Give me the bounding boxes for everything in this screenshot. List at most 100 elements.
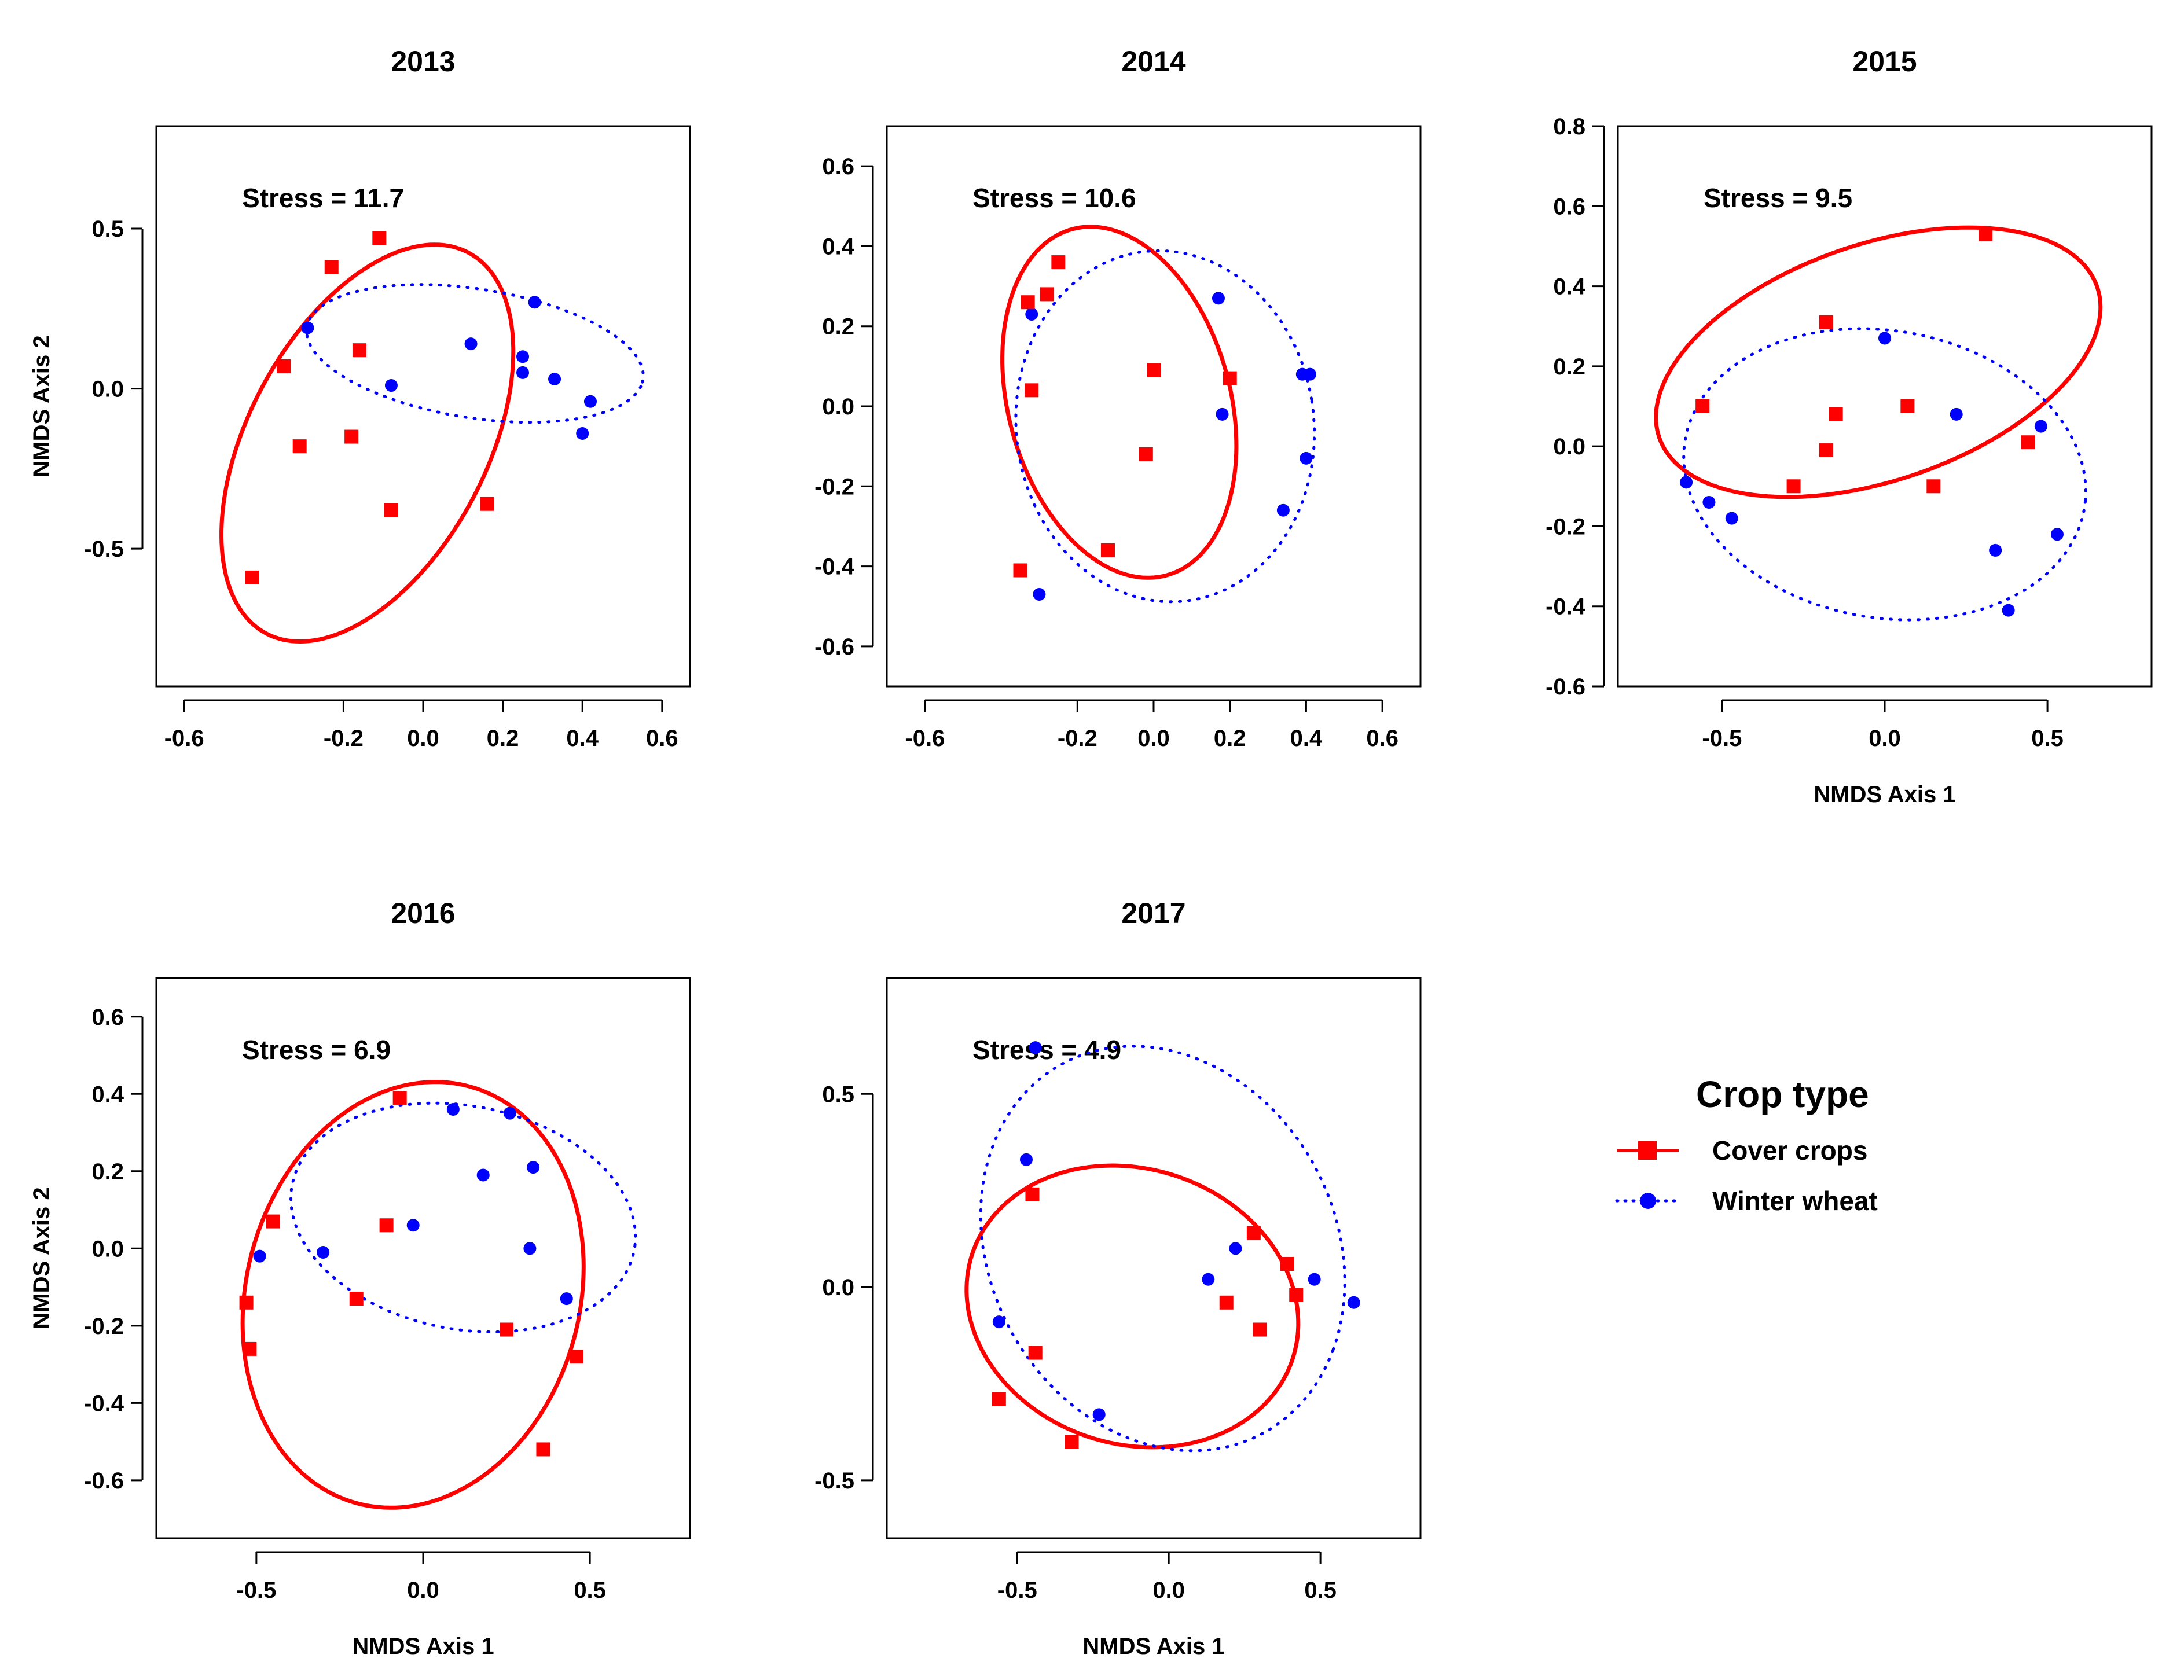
x-tick-label: -0.5 — [997, 1578, 1037, 1603]
x-tick-label: -0.6 — [905, 726, 945, 751]
y-tick-label: -0.2 — [1546, 514, 1585, 539]
x-tick-label: -0.6 — [164, 726, 204, 751]
point-winter-wheat — [1033, 587, 1046, 601]
y-tick-label: 0.4 — [822, 234, 854, 259]
ellipse-cover-crops — [219, 242, 516, 644]
point-cover-crops — [1147, 363, 1161, 377]
point-winter-wheat — [1950, 407, 1963, 421]
point-winter-wheat — [583, 395, 597, 408]
point-cover-crops — [1695, 399, 1710, 413]
x-axis-label: NMDS Axis 1 — [1082, 1634, 1224, 1659]
x-tick-label: -0.2 — [324, 726, 364, 751]
point-cover-crops — [1219, 1295, 1234, 1310]
point-cover-crops — [1065, 1435, 1079, 1449]
plot-frame — [886, 977, 1422, 1539]
x-axis: -0.5 0.0 0.5 — [1702, 699, 2064, 751]
x-tick-label: 0.5 — [574, 1578, 606, 1603]
x-tick-label: -0.2 — [1058, 726, 1097, 751]
point-winter-wheat — [1878, 332, 1891, 345]
x-tick-label: 0.0 — [407, 1578, 439, 1603]
legend-label-wheat: Winter wheat — [1712, 1186, 1878, 1216]
circle-icon — [1640, 1193, 1656, 1209]
stress-annotation: Stress = 9.5 — [1704, 183, 1852, 213]
point-winter-wheat — [1029, 1041, 1042, 1054]
point-cover-crops — [1040, 287, 1054, 302]
point-cover-crops — [1253, 1322, 1267, 1337]
panel-title: 2017 — [1121, 897, 1185, 929]
point-cover-crops — [1979, 227, 1993, 241]
point-cover-crops — [1246, 1226, 1261, 1240]
y-tick-label: -0.5 — [84, 536, 124, 562]
plot-area — [964, 1041, 1360, 1453]
point-winter-wheat — [1276, 503, 1290, 517]
point-winter-wheat — [523, 1242, 537, 1255]
point-cover-crops — [1025, 383, 1039, 398]
y-tick-label: 0.2 — [822, 314, 854, 340]
y-tick-label: -0.6 — [84, 1468, 124, 1494]
y-axis-label: NMDS Axis 2 — [29, 1187, 54, 1329]
x-axis-label: NMDS Axis 1 — [1814, 782, 1955, 807]
point-cover-crops — [1280, 1257, 1294, 1271]
point-cover-crops — [1829, 407, 1843, 421]
x-tick-label: 0.6 — [646, 726, 678, 751]
stress-annotation: Stress = 10.6 — [972, 183, 1136, 213]
x-axis: -0.6 -0.2 0.0 0.2 0.4 0.6 — [905, 699, 1399, 751]
legend-title: Crop type — [1696, 1074, 1869, 1115]
ellipse-cover-crops — [240, 1079, 586, 1510]
point-cover-crops — [344, 429, 359, 444]
panel-2016: 2016 Stress = 6.9 -0.5 0.0 0.5 -0.6 -0.4 -0.2 0.… — [29, 897, 691, 1659]
point-cover-crops — [245, 570, 259, 584]
x-axis: -0.5 0.0 0.5 — [997, 1551, 1337, 1603]
plot-area — [239, 1079, 637, 1510]
point-cover-crops — [372, 231, 387, 245]
point-winter-wheat — [253, 1249, 266, 1263]
y-tick-label: -0.4 — [1546, 594, 1586, 620]
point-cover-crops — [480, 497, 494, 511]
x-tick-label: -0.5 — [236, 1578, 276, 1603]
panel-title: 2014 — [1121, 45, 1185, 78]
point-winter-wheat — [446, 1102, 460, 1116]
x-tick-label: 0.0 — [407, 726, 439, 751]
stress-annotation: Stress = 6.9 — [242, 1035, 391, 1065]
point-cover-crops — [1021, 295, 1035, 310]
point-winter-wheat — [1989, 543, 2002, 557]
point-winter-wheat — [1304, 367, 1317, 381]
y-tick-label: -0.5 — [814, 1468, 854, 1494]
point-winter-wheat — [1216, 407, 1229, 421]
point-winter-wheat — [516, 350, 530, 363]
point-cover-crops — [1025, 1187, 1040, 1201]
point-winter-wheat — [1702, 495, 1716, 509]
point-cover-crops — [1013, 563, 1027, 578]
x-tick-label: 0.2 — [1214, 726, 1246, 751]
y-tick-label: -0.4 — [84, 1391, 124, 1416]
point-cover-crops — [1100, 543, 1115, 557]
y-tick-label: 0.2 — [1553, 354, 1585, 380]
panel-title: 2016 — [391, 897, 455, 929]
y-tick-label: 0.5 — [91, 216, 124, 242]
plot-area — [219, 231, 645, 644]
y-tick-label: -0.2 — [84, 1314, 124, 1339]
y-tick-label: 0.4 — [91, 1082, 124, 1107]
y-tick-label: 0.0 — [91, 1236, 124, 1262]
point-winter-wheat — [1725, 512, 1738, 525]
x-tick-label: 0.6 — [1366, 726, 1399, 751]
point-winter-wheat — [406, 1219, 420, 1232]
y-axis: -0.6 -0.4 -0.2 0.0 0.2 0.4 0.6 0.8 — [1546, 114, 1605, 700]
point-winter-wheat — [1308, 1273, 1321, 1286]
x-tick-label: -0.5 — [1702, 726, 1742, 751]
point-winter-wheat — [528, 296, 541, 309]
plot-frame — [155, 125, 691, 688]
point-cover-crops — [239, 1295, 254, 1310]
point-cover-crops — [1900, 399, 1915, 413]
point-cover-crops — [1819, 443, 1833, 458]
y-tick-label: 0.2 — [91, 1159, 124, 1185]
legend: Crop type Cover crops Winter wheat — [1615, 1074, 1878, 1216]
y-axis-label: NMDS Axis 2 — [29, 335, 54, 477]
point-winter-wheat — [1202, 1273, 1215, 1286]
ellipse-winter-wheat — [979, 1045, 1346, 1453]
point-cover-crops — [243, 1341, 257, 1356]
point-cover-crops — [1139, 447, 1153, 461]
point-winter-wheat — [317, 1245, 330, 1259]
